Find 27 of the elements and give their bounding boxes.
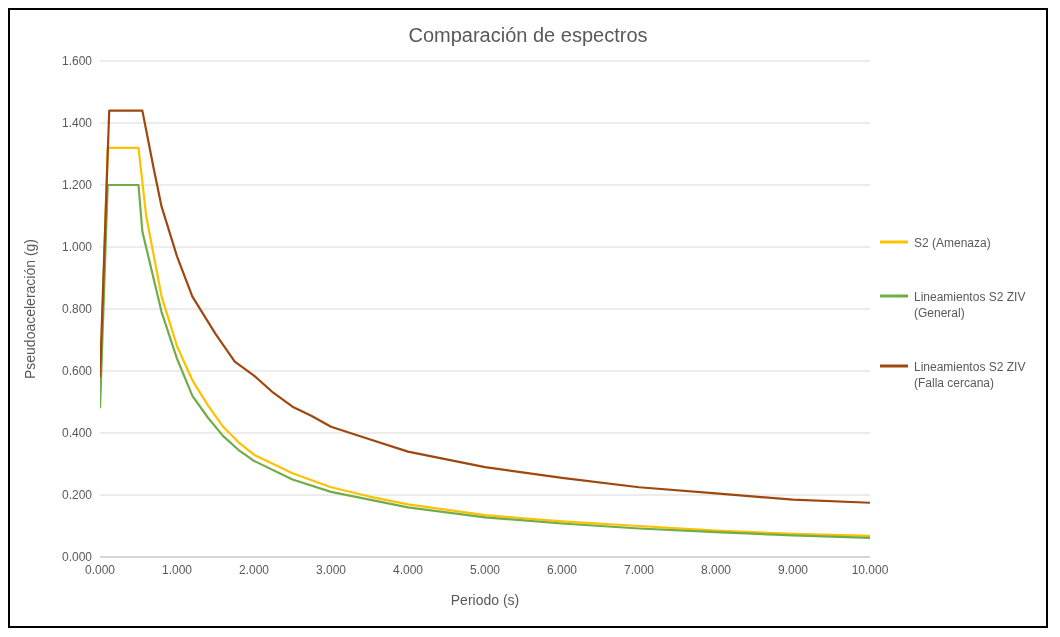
y-tick-label: 0.200 [61, 488, 93, 503]
x-tick-label: 10.000 [851, 562, 889, 577]
y-axis-title: Pseudoaceleración (g) [21, 238, 38, 380]
legend-label: Lineamientos S2 ZIV (Falla cercana) [914, 359, 1027, 391]
y-tick-label: 1.400 [61, 116, 93, 131]
legend-label: Lineamientos S2 ZIV (General) [914, 289, 1027, 321]
chart-title: Comparación de espectros [407, 24, 649, 47]
y-tick-label: 0.000 [61, 550, 93, 565]
x-axis-title: Periodo (s) [450, 591, 520, 608]
x-tick-label: 5.000 [469, 562, 501, 577]
x-tick-label: 7.000 [623, 562, 655, 577]
y-tick-label: 1.000 [61, 240, 93, 255]
y-tick-label: 0.400 [61, 426, 93, 441]
x-tick-label: 4.000 [392, 562, 424, 577]
x-tick-label: 2.000 [238, 562, 270, 577]
line-series [100, 109, 870, 504]
legend-label: S2 (Amenaza) [914, 235, 992, 251]
x-tick-label: 8.000 [700, 562, 732, 577]
x-tick-label: 9.000 [777, 562, 809, 577]
x-tick-label: 0.000 [84, 562, 116, 577]
x-tick-label: 3.000 [315, 562, 347, 577]
x-tick-label: 1.000 [161, 562, 193, 577]
y-tick-label: 0.600 [61, 364, 93, 379]
y-tick-label: 1.200 [61, 178, 93, 193]
y-tick-label: 0.800 [61, 302, 93, 317]
y-tick-label: 1.600 [61, 54, 93, 69]
x-tick-label: 6.000 [546, 562, 578, 577]
